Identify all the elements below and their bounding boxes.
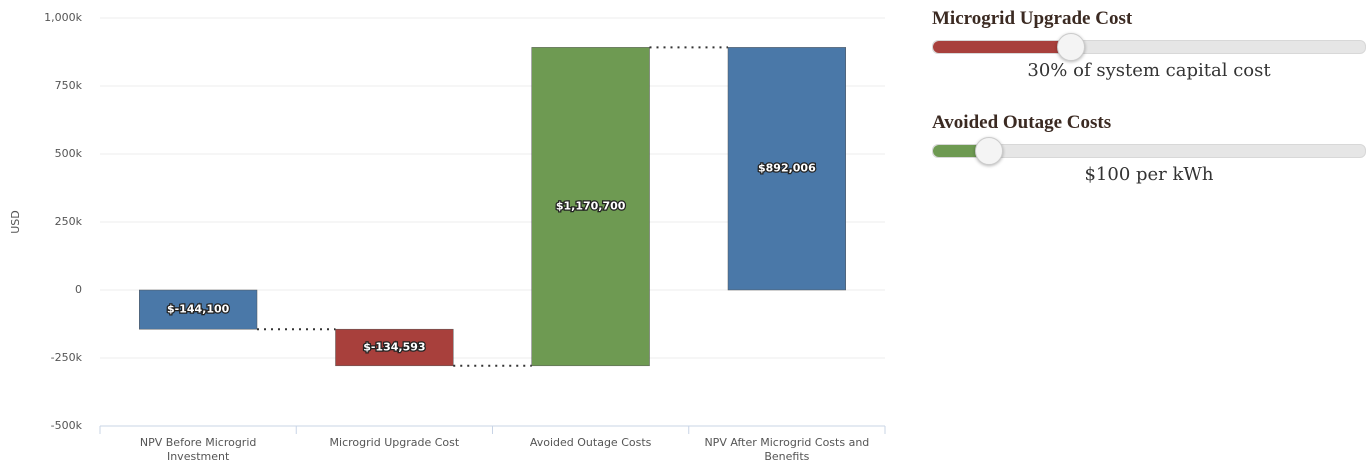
slider-track[interactable] — [932, 137, 1366, 165]
bar — [727, 47, 846, 291]
y-axis-label: USD — [9, 210, 22, 234]
slider-title: Avoided Outage Costs — [932, 112, 1112, 133]
slider-track[interactable] — [932, 33, 1366, 61]
y-tick-label: -250k — [51, 351, 83, 364]
y-tick-label: 250k — [55, 215, 83, 228]
data-label: $892,006 — [758, 162, 816, 175]
slider-control: Avoided Outage Costs $100 per kWh — [932, 112, 1366, 185]
bar — [335, 328, 454, 367]
bar — [531, 47, 650, 367]
bar — [139, 289, 258, 330]
data-label: $-144,100 — [167, 303, 230, 316]
slider-fill — [933, 41, 1071, 53]
slider-label: $100 per kWh — [1084, 164, 1214, 185]
y-tick-label: 1,000k — [44, 11, 82, 24]
slider-title: Microgrid Upgrade Cost — [932, 8, 1133, 29]
x-tick-label: NPV Before Microgrid Investment — [139, 436, 257, 463]
x-tick-label: Microgrid Upgrade Cost — [329, 436, 460, 449]
slider-handle[interactable] — [1057, 33, 1085, 61]
y-tick-label: 0 — [75, 283, 82, 296]
x-tick-label: Avoided Outage Costs — [529, 436, 652, 449]
y-tick-label: -500k — [51, 419, 83, 432]
y-tick-label: 750k — [55, 79, 83, 92]
x-tick-label: NPV After Microgrid Costs and Benefits — [704, 436, 870, 463]
data-label: $-134,593 — [363, 340, 425, 353]
data-label: $1,170,700 — [556, 200, 626, 213]
y-tick-label: 500k — [55, 147, 83, 160]
slider-control: Microgrid Upgrade Cost 30% of system cap… — [932, 8, 1366, 81]
chart: USD -500k -250k 0 250k 500k 750k 1,000k $-144,1… — [9, 11, 886, 434]
slider-label: 30% of system capital cost — [1027, 60, 1271, 81]
slider-handle[interactable] — [975, 137, 1003, 165]
